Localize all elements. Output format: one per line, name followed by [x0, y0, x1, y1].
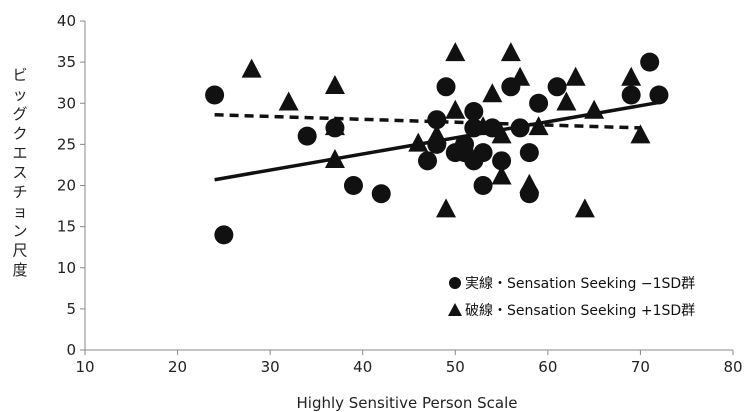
y-axis-label-char: チ [12, 183, 27, 201]
y-tick-label: 15 [57, 218, 76, 236]
data-point-triangle [491, 165, 512, 185]
y-axis-label-char: 尺 [12, 242, 27, 260]
y-axis-label-char: ス [12, 164, 27, 182]
data-point-circle [473, 176, 493, 195]
legend-label-plus1sd: 破線・Sensation Seeking +1SD群 [465, 303, 695, 319]
legend-triangle-marker [448, 303, 462, 316]
y-axis-ticks: 0 5 10 15 20 25 30 35 40 [57, 12, 85, 359]
x-tick-label: 40 [353, 358, 372, 376]
data-point-triangle [324, 75, 345, 95]
data-point-circle [621, 85, 641, 105]
y-axis-label-char: ク [12, 125, 27, 143]
x-tick-label: 50 [446, 358, 465, 376]
legend-circle-marker [449, 277, 461, 289]
data-point-circle [427, 110, 447, 130]
data-point-triangle [408, 132, 429, 152]
y-axis-label-char: ビ [12, 66, 27, 84]
data-point-circle [455, 134, 475, 154]
y-tick-label: 35 [57, 53, 76, 71]
data-point-circle [473, 143, 493, 163]
data-point-triangle [584, 99, 605, 119]
data-point-triangle [556, 91, 577, 111]
y-tick-label: 40 [57, 12, 76, 30]
data-point-triangle [630, 124, 651, 144]
data-point-triangle [519, 173, 540, 193]
data-point-triangle [445, 99, 466, 119]
x-tick-label: 20 [168, 358, 187, 376]
x-axis-label: Highly Sensitive Person Scale [297, 394, 518, 412]
data-point-triangle [324, 116, 345, 136]
data-point-triangle [574, 198, 595, 218]
data-point-circle [214, 225, 234, 245]
data-point-triangle [491, 124, 512, 144]
data-point-circle [640, 52, 660, 72]
data-point-triangle [621, 66, 642, 86]
data-point-circle [343, 176, 363, 195]
y-tick-label: 0 [66, 341, 76, 359]
data-point-circle [529, 93, 549, 113]
data-point-circle [436, 77, 456, 97]
y-tick-label: 20 [57, 177, 76, 195]
data-point-triangle [324, 149, 345, 169]
y-axis-label-char: ン [12, 222, 27, 240]
x-tick-label: 60 [538, 358, 557, 376]
y-axis-label-char: ョ [12, 203, 27, 221]
x-tick-label: 80 [723, 358, 742, 376]
data-point-circle [418, 151, 438, 171]
legend-item-plus1sd: 破線・Sensation Seeking +1SD群 [448, 303, 695, 319]
data-point-circle [464, 101, 484, 121]
data-point-circle [510, 118, 530, 138]
y-tick-label: 30 [57, 94, 76, 112]
data-point-circle [547, 77, 567, 97]
data-point-circle [492, 151, 512, 171]
y-axis-label-char: ッ [12, 86, 27, 104]
data-point-triangle [510, 66, 531, 86]
y-tick-label: 10 [57, 259, 76, 277]
data-points [205, 42, 669, 245]
legend-label-minus1sd: 実線・Sensation Seeking −1SD群 [465, 276, 695, 292]
data-point-triangle [482, 83, 503, 103]
data-point-circle [519, 143, 539, 163]
data-point-triangle [278, 91, 299, 111]
data-point-circle [297, 126, 317, 146]
data-point-triangle [436, 198, 457, 218]
data-point-circle [649, 85, 669, 105]
data-point-circle [205, 85, 225, 105]
legend: 実線・Sensation Seeking −1SD群 破線・Sensation … [448, 276, 695, 319]
data-point-triangle [565, 66, 586, 86]
x-tick-label: 10 [75, 358, 94, 376]
y-tick-label: 5 [66, 300, 76, 318]
y-tick-label: 25 [57, 135, 76, 153]
x-tick-label: 30 [261, 358, 280, 376]
data-point-triangle [500, 42, 521, 62]
data-point-triangle [241, 58, 262, 78]
data-point-triangle [426, 124, 447, 144]
y-axis-label-char: グ [12, 105, 27, 123]
x-axis-ticks: 10 20 30 40 50 60 70 80 [75, 350, 743, 376]
data-point-triangle [528, 116, 549, 136]
y-axis-label-char: エ [12, 144, 27, 162]
y-axis-label-char: 度 [12, 261, 27, 279]
data-point-triangle [473, 116, 494, 136]
legend-item-minus1sd: 実線・Sensation Seeking −1SD群 [449, 276, 695, 292]
data-point-circle [371, 184, 391, 204]
data-point-triangle [445, 42, 466, 62]
x-tick-label: 70 [631, 358, 650, 376]
